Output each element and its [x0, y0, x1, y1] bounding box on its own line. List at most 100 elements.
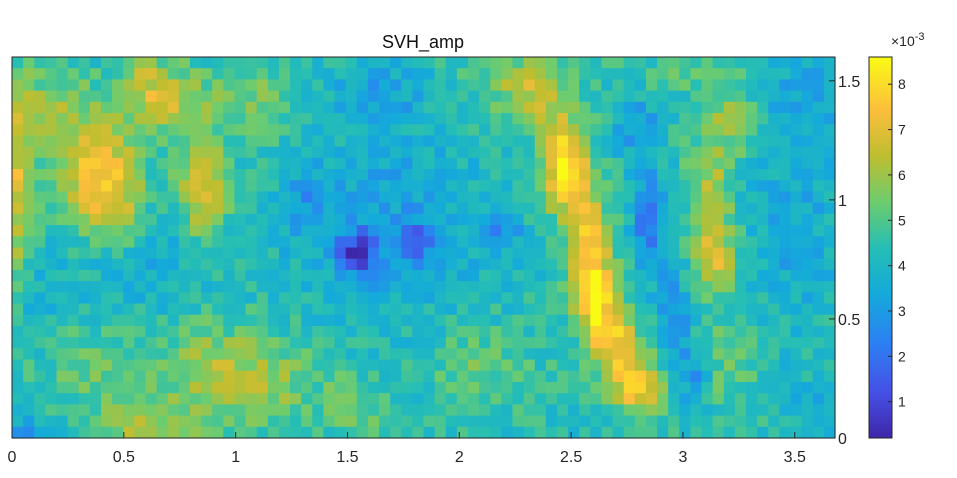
- heatmap-cell: [245, 124, 258, 137]
- heatmap-cell: [323, 370, 336, 383]
- heatmap-cell: [379, 381, 391, 394]
- heatmap-cell: [445, 135, 458, 148]
- heatmap-cell: [301, 236, 313, 249]
- heatmap-cell: [601, 236, 614, 249]
- heatmap-cell: [512, 180, 525, 193]
- heatmap-cell: [423, 79, 436, 92]
- heatmap-cell: [323, 113, 336, 125]
- heatmap-cell: [323, 325, 336, 338]
- heatmap-cell: [579, 359, 591, 372]
- heatmap-cell: [423, 157, 436, 170]
- heatmap-cell: [556, 202, 569, 215]
- heatmap-cell: [823, 169, 836, 181]
- heatmap-cell: [256, 370, 269, 383]
- heatmap-cell: [167, 124, 180, 137]
- heatmap-cell: [45, 325, 58, 338]
- heatmap-cell: [801, 370, 814, 383]
- heatmap-cell: [134, 146, 147, 159]
- heatmap-cell: [245, 169, 258, 181]
- heatmap-cell: [668, 370, 680, 383]
- heatmap-cell: [545, 135, 558, 148]
- heatmap-cell: [534, 303, 547, 316]
- heatmap-cell: [267, 393, 280, 405]
- heatmap-cell: [712, 157, 725, 170]
- heatmap-cell: [467, 281, 480, 293]
- heatmap-cell: [445, 281, 458, 293]
- heatmap-cell: [623, 180, 636, 193]
- heatmap-cell: [78, 303, 91, 316]
- heatmap-cell: [679, 90, 692, 103]
- heatmap-cell: [568, 258, 580, 271]
- heatmap-cell: [657, 381, 669, 394]
- heatmap-cell: [323, 101, 336, 114]
- heatmap-cell: [256, 180, 269, 193]
- heatmap-cell: [256, 124, 269, 137]
- heatmap-cell: [367, 325, 380, 338]
- heatmap-cell: [612, 213, 625, 226]
- heatmap-cell: [390, 68, 402, 81]
- heatmap-cell: [412, 359, 425, 372]
- heatmap-cell: [723, 213, 736, 226]
- heatmap-cell: [467, 314, 480, 327]
- heatmap-cell: [112, 426, 124, 439]
- heatmap-cell: [746, 393, 758, 405]
- heatmap-cell: [579, 325, 591, 338]
- heatmap-cell: [334, 169, 347, 181]
- heatmap-cell: [23, 157, 35, 170]
- heatmap-cell: [690, 236, 703, 249]
- heatmap-cell: [134, 247, 147, 260]
- heatmap-cell: [301, 90, 313, 103]
- heatmap-cell: [134, 113, 147, 125]
- heatmap-cell: [668, 258, 680, 271]
- heatmap-cell: [512, 269, 525, 282]
- heatmap-cell: [490, 202, 502, 215]
- heatmap-cell: [545, 404, 558, 417]
- heatmap-cell: [401, 213, 413, 226]
- heatmap-cell: [801, 415, 814, 428]
- heatmap-cell: [145, 292, 158, 305]
- heatmap-cell: [278, 90, 291, 103]
- heatmap-cell: [512, 359, 525, 372]
- heatmap-cell: [301, 146, 313, 159]
- heatmap-cell: [568, 101, 580, 114]
- heatmap-cell: [723, 393, 736, 405]
- heatmap-cell: [334, 213, 347, 226]
- heatmap-cell: [556, 337, 569, 349]
- heatmap-cell: [768, 157, 780, 170]
- heatmap-cell: [356, 370, 369, 383]
- heatmap-cell: [301, 269, 313, 282]
- heatmap-cell: [89, 225, 102, 237]
- heatmap-cell: [734, 124, 747, 137]
- heatmap-cell: [423, 348, 436, 361]
- heatmap-cell: [323, 135, 336, 148]
- heatmap-cell: [645, 57, 658, 69]
- heatmap-cell: [67, 348, 80, 361]
- heatmap-cell: [712, 314, 725, 327]
- heatmap-cell: [634, 303, 647, 316]
- heatmap-cell: [367, 258, 380, 271]
- heatmap-cell: [456, 213, 469, 226]
- heatmap-cell: [89, 404, 102, 417]
- heatmap-cell: [723, 247, 736, 260]
- heatmap-cell: [823, 113, 836, 125]
- heatmap-cell: [212, 157, 224, 170]
- heatmap-cell: [367, 269, 380, 282]
- heatmap-cell: [256, 90, 269, 103]
- heatmap-cell: [201, 169, 213, 181]
- heatmap-cell: [234, 325, 247, 338]
- heatmap-cell: [812, 303, 825, 316]
- heatmap-cell: [379, 180, 391, 193]
- heatmap-cell: [112, 359, 124, 372]
- heatmap-cell: [701, 180, 714, 193]
- heatmap-cell: [223, 68, 236, 81]
- heatmap-cell: [390, 314, 402, 327]
- heatmap-cell: [367, 303, 380, 316]
- heatmap-cell: [412, 191, 425, 204]
- heatmap-cell: [134, 415, 147, 428]
- heatmap-cell: [434, 269, 447, 282]
- heatmap-cell: [234, 236, 247, 249]
- heatmap-cell: [334, 426, 347, 439]
- heatmap-cell: [412, 247, 425, 260]
- heatmap-cell: [12, 124, 24, 137]
- heatmap-cell: [145, 258, 158, 271]
